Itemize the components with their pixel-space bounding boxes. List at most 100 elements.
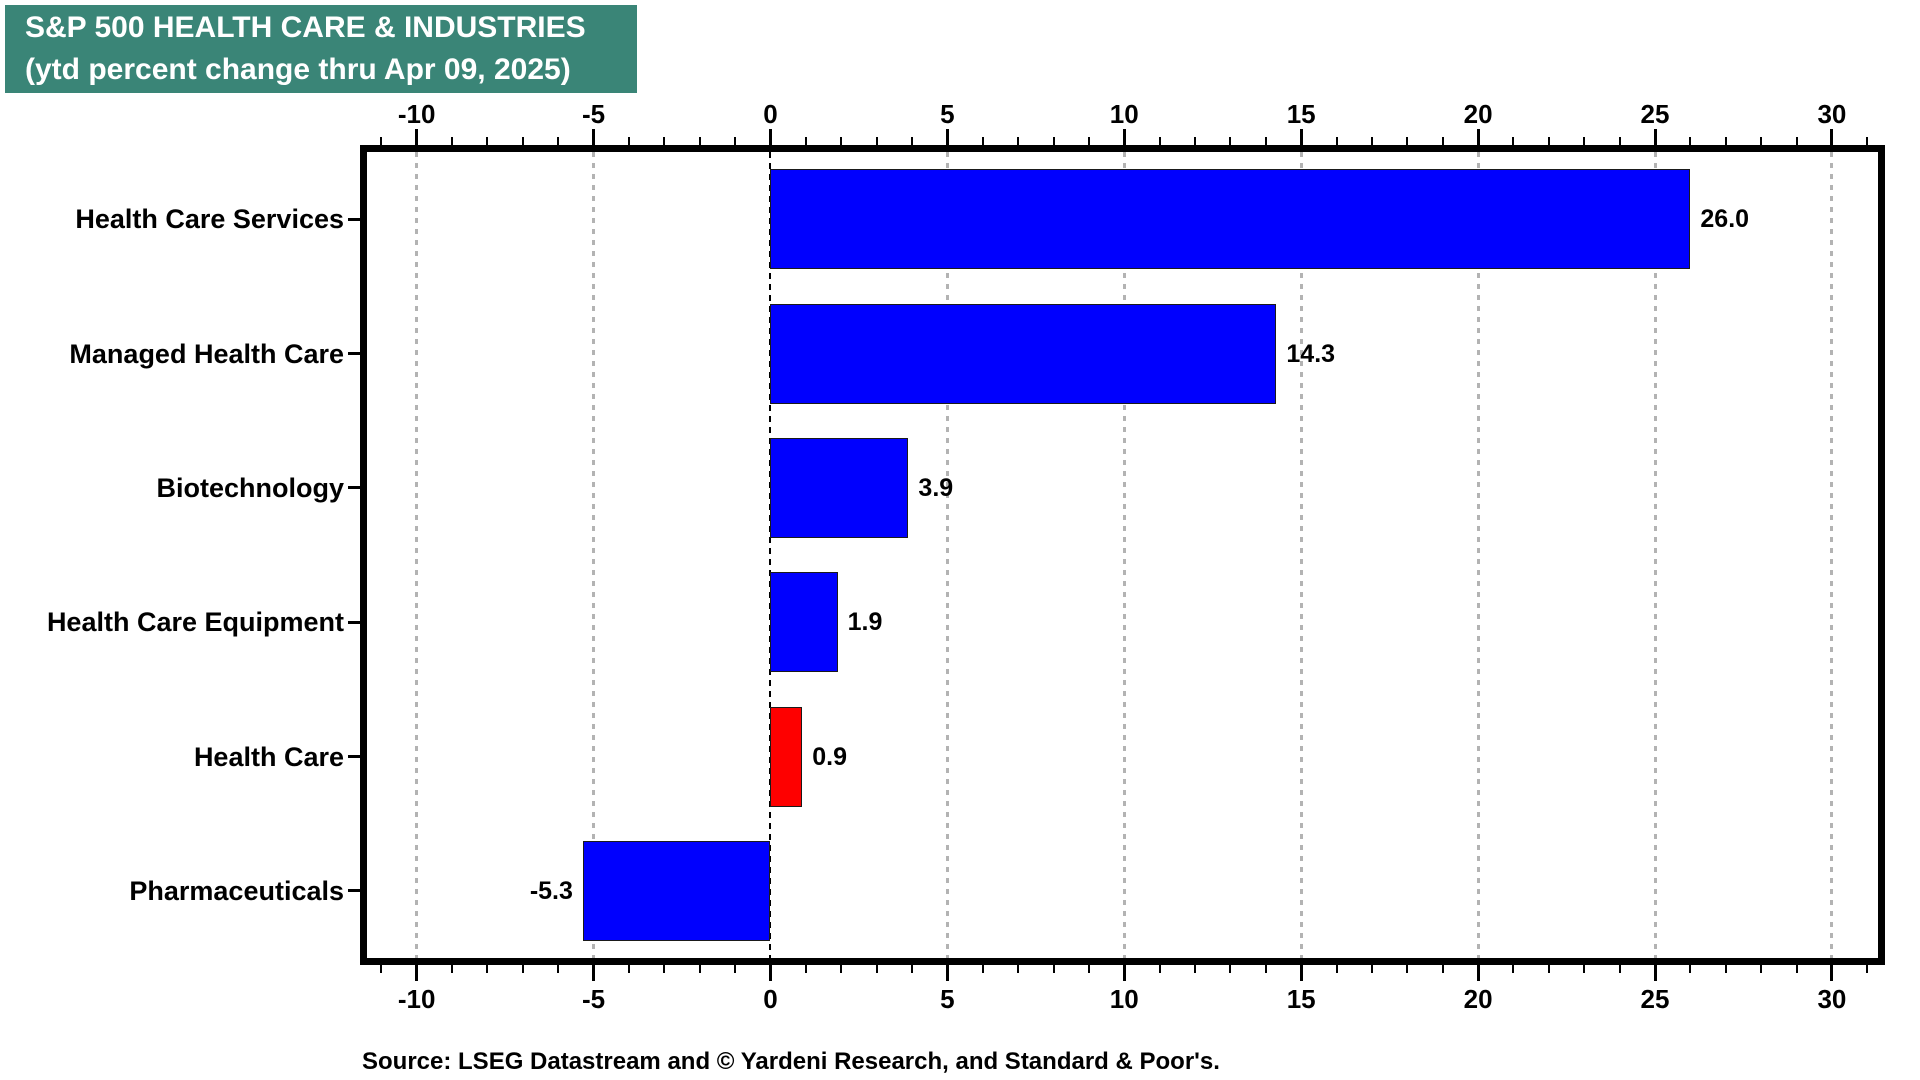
value-label-health-care-equipment: 1.9 (847, 608, 883, 637)
x-axis-label-bottom--5: -5 (581, 984, 606, 1014)
minor-tick-bottom-17 (1370, 965, 1373, 973)
minor-tick-top-21 (1512, 137, 1515, 145)
major-tick-bottom-5 (945, 965, 949, 981)
x-axis-label-bottom-10: 10 (1109, 984, 1139, 1014)
minor-tick-bottom-12 (1194, 965, 1197, 973)
major-tick-bottom--5 (592, 965, 596, 981)
minor-tick-top--1 (734, 137, 737, 145)
minor-tick-top-1 (804, 137, 807, 145)
minor-tick-bottom-4 (910, 965, 913, 973)
x-axis-label-top--5: -5 (581, 99, 606, 129)
category-label-biotechnology: Biotechnology (156, 472, 345, 503)
category-label-health-care-services: Health Care Services (75, 204, 344, 235)
minor-tick-top-8 (1052, 137, 1055, 145)
minor-tick-bottom-1 (804, 965, 807, 973)
minor-tick-bottom-29 (1795, 965, 1798, 973)
minor-tick-bottom-13 (1229, 965, 1232, 973)
minor-tick-bottom--2 (698, 965, 701, 973)
major-tick-bottom-20 (1476, 965, 1480, 981)
x-axis-label-top-15: 15 (1286, 99, 1316, 129)
gridline-5 (945, 152, 949, 958)
minor-tick-top-13 (1229, 137, 1232, 145)
major-tick-top-5 (945, 129, 949, 145)
gridline--10 (415, 152, 419, 958)
y-tick-health-care-services (348, 217, 360, 221)
x-axis-label-bottom-25: 25 (1640, 984, 1670, 1014)
gridline-20 (1476, 152, 1480, 958)
category-label-pharmaceuticals: Pharmaceuticals (129, 875, 344, 906)
minor-tick-bottom--9 (450, 965, 453, 973)
minor-tick-top-27 (1724, 137, 1727, 145)
minor-tick-top-3 (875, 137, 878, 145)
minor-tick-top-14 (1264, 137, 1267, 145)
value-label-health-care-services: 26.0 (1700, 205, 1750, 234)
value-label-biotechnology: 3.9 (918, 473, 954, 502)
chart-title: S&P 500 HEALTH CARE & INDUSTRIES (25, 11, 586, 44)
minor-tick-top-4 (910, 137, 913, 145)
major-tick-top--5 (592, 129, 596, 145)
bar-managed-health-care (770, 303, 1277, 404)
minor-tick-top-18 (1406, 137, 1409, 145)
minor-tick-top-2 (840, 137, 843, 145)
minor-tick-top--9 (450, 137, 453, 145)
major-tick-top-30 (1830, 129, 1834, 145)
value-label-managed-health-care: 14.3 (1286, 339, 1336, 368)
minor-tick-top-28 (1760, 137, 1763, 145)
gridline-25 (1653, 152, 1657, 958)
minor-tick-top--3 (663, 137, 666, 145)
major-tick-top-15 (1299, 129, 1303, 145)
minor-tick-bottom--4 (627, 965, 630, 973)
y-tick-pharmaceuticals (348, 889, 360, 893)
chart-subtitle: (ytd percent change thru Apr 09, 2025) (25, 53, 571, 86)
minor-tick-bottom-14 (1264, 965, 1267, 973)
minor-tick-top-26 (1689, 137, 1692, 145)
minor-tick-top-29 (1795, 137, 1798, 145)
minor-tick-bottom--3 (663, 965, 666, 973)
x-axis-label-bottom-20: 20 (1463, 984, 1493, 1014)
minor-tick-top--7 (521, 137, 524, 145)
source-note: Source: LSEG Datastream and © Yardeni Re… (362, 1048, 1220, 1075)
x-axis-label-top--10: -10 (397, 99, 436, 129)
category-label-managed-health-care: Managed Health Care (69, 338, 344, 369)
major-tick-bottom--10 (415, 965, 419, 981)
minor-tick-bottom-18 (1406, 965, 1409, 973)
minor-tick-top-11 (1158, 137, 1161, 145)
minor-tick-top-31 (1866, 137, 1869, 145)
x-axis-label-bottom-30: 30 (1817, 984, 1847, 1014)
minor-tick-bottom-2 (840, 965, 843, 973)
minor-tick-bottom-27 (1724, 965, 1727, 973)
x-axis-label-bottom--10: -10 (397, 984, 436, 1014)
minor-tick-top--6 (557, 137, 560, 145)
minor-tick-bottom-26 (1689, 965, 1692, 973)
minor-tick-top-7 (1017, 137, 1020, 145)
gridline-15 (1299, 152, 1303, 958)
minor-tick-top-9 (1087, 137, 1090, 145)
x-axis-label-top-30: 30 (1817, 99, 1847, 129)
minor-tick-top-17 (1370, 137, 1373, 145)
value-label-pharmaceuticals: -5.3 (529, 876, 573, 905)
minor-tick-bottom--1 (734, 965, 737, 973)
minor-tick-top--8 (486, 137, 489, 145)
bar-biotechnology (770, 437, 909, 538)
major-tick-bottom-0 (768, 965, 772, 981)
minor-tick-bottom-28 (1760, 965, 1763, 973)
minor-tick-bottom--6 (557, 965, 560, 973)
x-axis-label-top-10: 10 (1109, 99, 1139, 129)
x-axis-label-top-5: 5 (940, 99, 955, 129)
x-axis-label-top-0: 0 (763, 99, 778, 129)
major-tick-bottom-15 (1299, 965, 1303, 981)
x-axis-label-bottom-5: 5 (940, 984, 955, 1014)
minor-tick-bottom-21 (1512, 965, 1515, 973)
minor-tick-top-12 (1194, 137, 1197, 145)
minor-tick-bottom-9 (1087, 965, 1090, 973)
minor-tick-bottom-31 (1866, 965, 1869, 973)
major-tick-top--10 (415, 129, 419, 145)
minor-tick-top-22 (1547, 137, 1550, 145)
minor-tick-bottom-22 (1547, 965, 1550, 973)
x-axis-label-top-25: 25 (1640, 99, 1670, 129)
minor-tick-bottom-19 (1441, 965, 1444, 973)
value-label-health-care: 0.9 (812, 742, 848, 771)
gridline--5 (592, 152, 596, 958)
minor-tick-bottom-6 (981, 965, 984, 973)
minor-tick-bottom-24 (1618, 965, 1621, 973)
